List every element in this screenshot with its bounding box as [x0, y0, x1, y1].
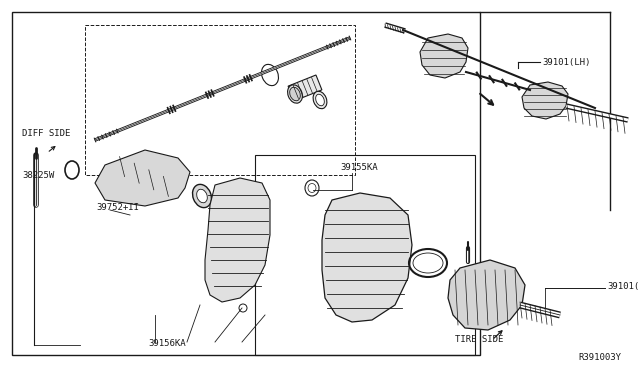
Ellipse shape: [290, 87, 300, 101]
Text: 38225W: 38225W: [22, 170, 54, 180]
Ellipse shape: [287, 85, 302, 103]
Ellipse shape: [196, 189, 207, 203]
Polygon shape: [95, 150, 190, 206]
Text: 39155KA: 39155KA: [340, 164, 378, 173]
Polygon shape: [522, 82, 568, 119]
Text: 39101(LH): 39101(LH): [607, 282, 640, 292]
Polygon shape: [288, 75, 322, 101]
Polygon shape: [322, 193, 412, 322]
Text: 39156KA: 39156KA: [148, 339, 186, 347]
Ellipse shape: [193, 185, 211, 208]
Text: 39101(LH): 39101(LH): [542, 58, 590, 67]
Text: 39752+II: 39752+II: [96, 202, 139, 212]
Polygon shape: [448, 260, 525, 330]
Ellipse shape: [313, 91, 327, 109]
Polygon shape: [420, 34, 468, 78]
Polygon shape: [205, 178, 270, 302]
Text: DIFF SIDE: DIFF SIDE: [22, 128, 70, 138]
Ellipse shape: [316, 94, 324, 106]
Text: R391003Y: R391003Y: [578, 353, 621, 362]
Text: TIRE SIDE: TIRE SIDE: [455, 336, 504, 344]
